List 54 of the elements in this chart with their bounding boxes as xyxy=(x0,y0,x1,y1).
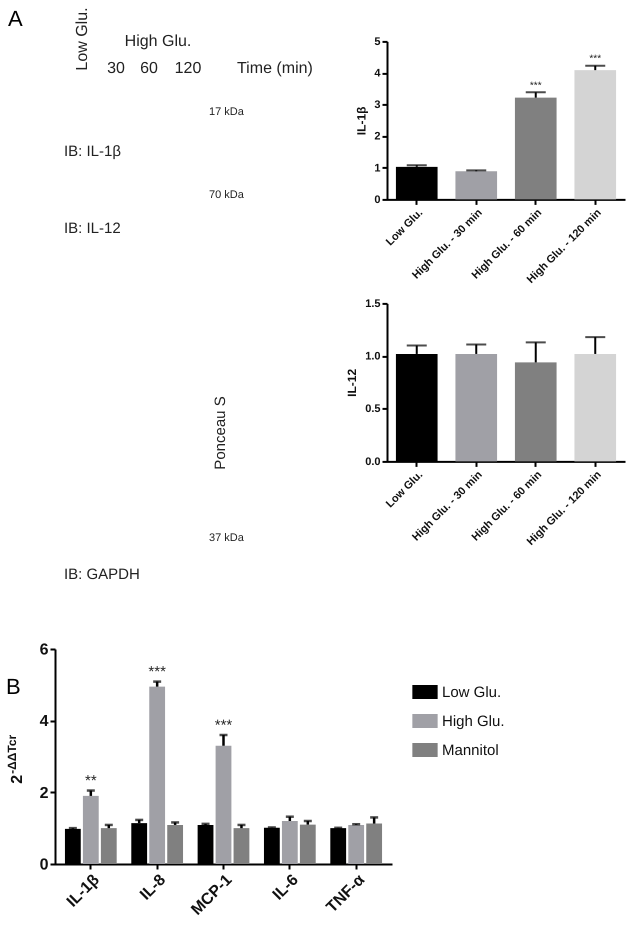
bar xyxy=(234,828,250,864)
text: Time (min) xyxy=(237,60,313,77)
bar xyxy=(149,686,166,864)
text: IB: GAPDH xyxy=(64,566,140,583)
text: B xyxy=(6,674,21,699)
y-tick-label: 5 xyxy=(374,36,380,48)
bar xyxy=(455,171,498,200)
y-tick-label: 2 xyxy=(40,784,49,802)
annotation: *** xyxy=(589,54,602,65)
bar xyxy=(282,821,298,864)
annotation: ** xyxy=(84,772,97,790)
y-tick-label: 2 xyxy=(374,130,380,143)
bar xyxy=(574,70,616,200)
bar xyxy=(514,98,557,200)
y-axis-title: IL-12 xyxy=(345,368,360,397)
text: 70 kDa xyxy=(209,189,245,201)
annotation: *** xyxy=(530,80,542,92)
text: 120 xyxy=(174,60,202,77)
text: A xyxy=(8,6,23,31)
text: IB: IL-12 xyxy=(64,220,121,237)
y-tick-label: 0.5 xyxy=(365,403,380,416)
text: IB: IL-1β xyxy=(64,143,122,160)
y-tick-label: 4 xyxy=(374,67,382,80)
y-axis-title: 2-ΔΔTcr xyxy=(5,734,26,784)
y-axis-title: IL-1β xyxy=(354,106,368,136)
legend-label: Mannitol xyxy=(442,742,499,759)
text: 37 kDa xyxy=(209,532,245,544)
y-tick-label: 1 xyxy=(374,162,380,174)
x-tick-label: IL-8 xyxy=(137,871,170,904)
text: 17 kDa xyxy=(209,106,245,118)
bar xyxy=(82,796,99,864)
y-tick-label: 4 xyxy=(40,713,49,730)
y-tick-label: 0.0 xyxy=(365,456,380,468)
bar xyxy=(300,824,316,864)
legend-label: High Glu. xyxy=(442,713,505,730)
y-tick-label: 1.0 xyxy=(365,350,380,363)
y-tick-label: 6 xyxy=(40,642,49,658)
y-tick-label: 0 xyxy=(40,856,49,874)
text: High Glu. xyxy=(124,33,192,50)
bar xyxy=(216,746,232,864)
y-tick-label: 3 xyxy=(374,99,380,112)
text: Ponceau S xyxy=(212,396,229,470)
text: 60 xyxy=(140,60,158,77)
annotation: *** xyxy=(148,664,166,681)
y-tick-label: 0 xyxy=(374,194,380,206)
text: 30 xyxy=(107,60,125,77)
text: Low Glu. xyxy=(74,7,91,71)
bar xyxy=(348,824,364,864)
x-tick-label: IL-6 xyxy=(270,871,302,904)
annotation: *** xyxy=(214,717,232,734)
legend-label: Low Glu. xyxy=(442,684,502,701)
bar xyxy=(100,828,117,864)
y-tick-label: 1.5 xyxy=(365,298,380,310)
bar xyxy=(366,824,382,864)
